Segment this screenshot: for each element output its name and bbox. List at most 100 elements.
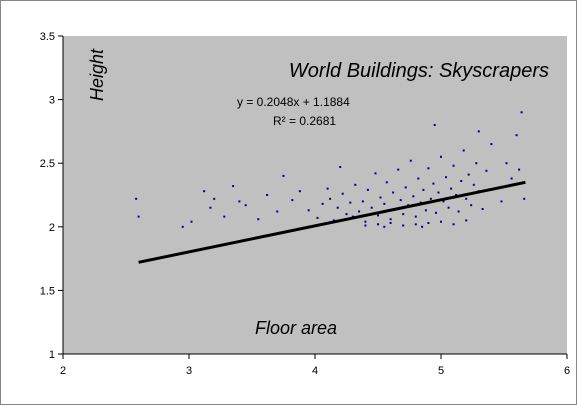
data-point bbox=[460, 180, 463, 182]
data-point bbox=[409, 159, 412, 162]
data-point bbox=[490, 143, 493, 146]
data-point bbox=[520, 111, 523, 114]
data-point bbox=[429, 197, 432, 200]
x-tick-label: 3 bbox=[186, 365, 192, 377]
y-tick-label: 2.5 bbox=[40, 158, 55, 170]
data-point bbox=[402, 213, 405, 216]
data-point bbox=[445, 176, 447, 179]
data-point bbox=[316, 216, 319, 219]
x-tick-label: 6 bbox=[564, 365, 570, 377]
data-point bbox=[276, 210, 279, 213]
data-point bbox=[190, 220, 193, 223]
y-tick-label: 2 bbox=[49, 222, 55, 234]
data-point bbox=[203, 190, 206, 193]
y-tick-label: 1.5 bbox=[40, 285, 55, 297]
data-point bbox=[345, 213, 348, 216]
data-point bbox=[518, 168, 521, 171]
y-axis-title: Height bbox=[87, 48, 107, 101]
data-point bbox=[244, 204, 247, 207]
plot-area bbox=[63, 36, 567, 354]
trendline-equation: y = 0.2048x + 1.1884 bbox=[237, 95, 350, 109]
data-point bbox=[475, 162, 478, 165]
data-point bbox=[181, 225, 184, 228]
data-point bbox=[282, 174, 285, 177]
data-point bbox=[452, 223, 455, 226]
data-point bbox=[385, 181, 388, 184]
data-point bbox=[364, 224, 367, 227]
data-point bbox=[455, 194, 458, 196]
data-point bbox=[433, 124, 436, 126]
data-point bbox=[422, 188, 425, 191]
data-point bbox=[523, 197, 526, 200]
data-point bbox=[392, 191, 395, 194]
data-point bbox=[417, 177, 420, 180]
data-point bbox=[336, 206, 339, 209]
data-point bbox=[364, 220, 367, 223]
data-point bbox=[500, 200, 503, 203]
data-point bbox=[349, 201, 352, 204]
data-point bbox=[440, 220, 442, 223]
chart-title: World Buildings: Skyscrapers bbox=[289, 60, 549, 82]
data-point bbox=[389, 218, 392, 221]
data-point bbox=[515, 134, 518, 137]
data-point bbox=[379, 196, 382, 199]
trendline-r-squared: R² = 0.2681 bbox=[273, 114, 336, 128]
data-point bbox=[377, 223, 379, 226]
axes-layer: 2 3 4 5 6 1 1.5 2 2.5 3 3.5 bbox=[40, 31, 570, 377]
data-point bbox=[462, 149, 465, 152]
trendline bbox=[138, 180, 526, 264]
data-point bbox=[266, 194, 269, 196]
data-point bbox=[472, 183, 475, 186]
data-point bbox=[427, 167, 430, 170]
data-point bbox=[402, 224, 405, 227]
data-point bbox=[440, 155, 442, 158]
data-point bbox=[209, 206, 212, 209]
data-point bbox=[452, 164, 455, 167]
data-point bbox=[307, 209, 310, 212]
data-point bbox=[412, 195, 415, 198]
y-tick-label: 1 bbox=[49, 349, 55, 361]
data-point bbox=[505, 162, 508, 165]
x-tick-label: 4 bbox=[312, 365, 318, 377]
data-point bbox=[467, 173, 470, 176]
data-point bbox=[238, 200, 241, 203]
data-point bbox=[354, 183, 357, 186]
data-point bbox=[383, 202, 386, 205]
data-point bbox=[366, 188, 369, 191]
data-point bbox=[223, 215, 226, 218]
data-point bbox=[213, 197, 216, 200]
data-point bbox=[135, 197, 138, 200]
data-point bbox=[485, 169, 488, 172]
data-point bbox=[447, 206, 450, 209]
data-point bbox=[414, 223, 417, 226]
data-point bbox=[339, 166, 342, 168]
data-point bbox=[232, 185, 235, 188]
data-point bbox=[427, 222, 430, 224]
data-point bbox=[421, 225, 424, 228]
data-point bbox=[442, 200, 445, 203]
data-point bbox=[450, 187, 453, 190]
data-point bbox=[358, 210, 361, 213]
data-point bbox=[257, 218, 260, 221]
data-point bbox=[435, 211, 437, 214]
data-point bbox=[397, 168, 400, 171]
data-point bbox=[477, 130, 480, 133]
data-point bbox=[389, 222, 392, 224]
data-point bbox=[361, 200, 364, 203]
data-point bbox=[457, 210, 460, 213]
data-point bbox=[374, 172, 377, 175]
data-point bbox=[432, 182, 435, 185]
data-point bbox=[424, 209, 427, 212]
data-point bbox=[470, 204, 473, 207]
data-point bbox=[298, 190, 301, 193]
data-point bbox=[383, 225, 386, 228]
y-tick-label: 3 bbox=[49, 95, 55, 107]
data-point bbox=[465, 219, 468, 222]
x-axis-title: Floor area bbox=[255, 318, 337, 338]
x-tick-label: 5 bbox=[438, 365, 444, 377]
data-point bbox=[399, 199, 402, 202]
data-point bbox=[326, 187, 329, 190]
data-point bbox=[377, 214, 379, 217]
